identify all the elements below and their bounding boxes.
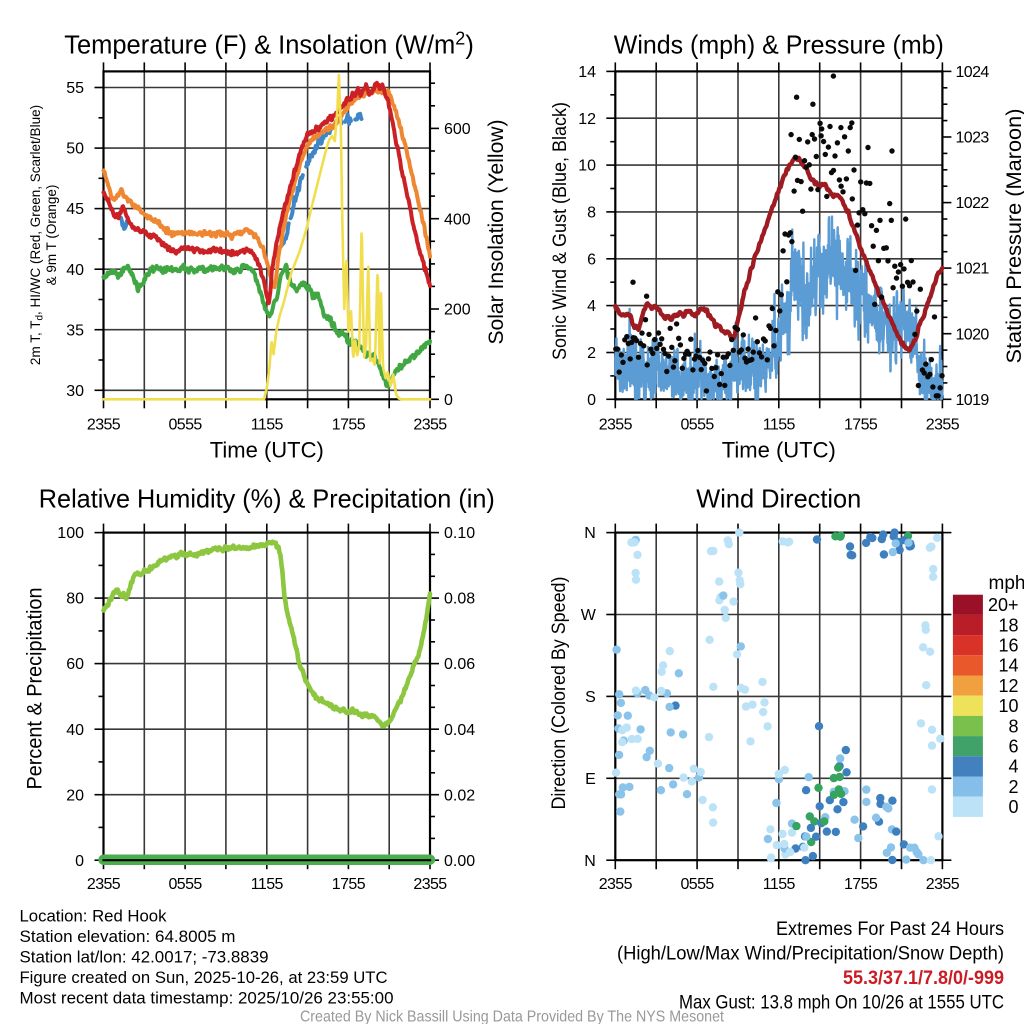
svg-text:6: 6 [587,251,596,268]
svg-text:1019: 1019 [956,392,990,409]
svg-text:2355: 2355 [926,876,960,893]
svg-text:1020: 1020 [956,326,990,343]
svg-text:Relative Humidity (%) & Precip: Relative Humidity (%) & Precipitation (i… [39,483,495,513]
svg-text:Station Pressure (Maroon): Station Pressure (Maroon) [1003,109,1024,364]
svg-text:Max Gust: 13.8 mph On 10/26 at: Max Gust: 13.8 mph On 10/26 at 1555 UTC [679,992,1004,1014]
svg-text:0555: 0555 [680,417,714,434]
svg-text:0: 0 [1008,797,1018,817]
svg-text:Location: Red Hook: Location: Red Hook [20,906,167,925]
svg-text:30: 30 [66,383,84,400]
svg-text:16: 16 [998,636,1018,656]
svg-text:2: 2 [1008,777,1018,797]
svg-text:0.10: 0.10 [444,525,475,542]
svg-text:0: 0 [444,392,453,409]
svg-text:1755: 1755 [844,417,878,434]
svg-text:Winds (mph) & Pressure (mb): Winds (mph) & Pressure (mb) [614,29,944,59]
svg-text:400: 400 [444,211,471,228]
svg-text:12: 12 [578,111,596,128]
svg-text:Direction (Colored By Speed): Direction (Colored By Speed) [548,577,570,810]
svg-text:0555: 0555 [168,417,202,434]
svg-text:2355: 2355 [413,417,447,434]
svg-text:4: 4 [587,298,596,315]
svg-text:Station lat/lon: 42.0017; -73.: Station lat/lon: 42.0017; -73.8839 [20,947,269,966]
svg-text:W: W [581,607,597,624]
svg-text:50: 50 [66,141,84,158]
svg-text:Most recent data timestamp: 20: Most recent data timestamp: 2025/10/26 2… [20,988,394,1007]
svg-text:Created By Nick Bassill Using: Created By Nick Bassill Using Data Provi… [300,1009,724,1024]
svg-text:Wind Direction: Wind Direction [696,483,861,513]
svg-text:1155: 1155 [763,417,796,434]
svg-text:14: 14 [578,64,596,81]
svg-text:2355: 2355 [599,876,633,893]
svg-text:2355: 2355 [413,876,447,893]
svg-text:45: 45 [66,201,84,218]
svg-text:2355: 2355 [87,876,121,893]
svg-text:0.06: 0.06 [444,656,475,673]
svg-text:100: 100 [57,525,84,542]
svg-text:200: 200 [444,302,471,319]
svg-text:6: 6 [1008,737,1018,757]
svg-text:1024: 1024 [956,64,990,81]
svg-text:1155: 1155 [251,876,284,893]
svg-text:Extremes For Past 24 Hours: Extremes For Past 24 Hours [776,918,1004,940]
svg-text:20+: 20+ [988,595,1019,615]
svg-text:18: 18 [998,615,1018,635]
svg-text:Percent & Precipitation: Percent & Precipitation [23,588,47,790]
svg-text:2355: 2355 [87,417,121,434]
svg-text:2355: 2355 [599,417,633,434]
svg-text:20: 20 [66,787,84,804]
svg-text:4: 4 [1008,757,1018,777]
svg-text:0555: 0555 [680,876,714,893]
svg-text:0.02: 0.02 [444,787,475,804]
svg-text:12: 12 [998,676,1018,696]
svg-text:Temperature (F) & Insolation (: Temperature (F) & Insolation (W/m2) [64,28,474,59]
svg-text:0555: 0555 [168,876,202,893]
svg-text:14: 14 [998,656,1018,676]
svg-text:Solar Insolation (Yellow): Solar Insolation (Yellow) [484,120,508,345]
svg-text:N: N [584,525,596,542]
svg-text:S: S [585,689,596,706]
svg-text:(High/Low/Max Wind/Precipitati: (High/Low/Max Wind/Precipitation/Snow De… [617,943,1004,965]
svg-text:1155: 1155 [251,417,284,434]
svg-text:1022: 1022 [956,195,990,212]
svg-text:N: N [584,853,596,870]
svg-text:0: 0 [587,392,596,409]
svg-text:8: 8 [587,205,596,222]
svg-text:2m T, Td, HI/WC (Red, Green, S: 2m T, Td, HI/WC (Red, Green, Scarlet/Blu… [28,105,46,365]
svg-text:10: 10 [578,158,596,175]
svg-text:1023: 1023 [956,130,990,147]
svg-text:8: 8 [1008,716,1018,736]
svg-text:80: 80 [66,591,84,608]
svg-text:Station elevation: 64.8005 m: Station elevation: 64.8005 m [20,927,236,946]
svg-text:55.3/37.1/7.8/0/-999: 55.3/37.1/7.8/0/-999 [843,967,1004,989]
svg-text:0.04: 0.04 [444,722,475,739]
svg-text:1155: 1155 [763,876,796,893]
svg-text:2355: 2355 [926,417,960,434]
svg-text:10: 10 [998,696,1018,716]
svg-text:55: 55 [66,80,84,97]
svg-text:0.08: 0.08 [444,591,475,608]
svg-text:Time (UTC): Time (UTC) [210,438,324,463]
svg-text:0.00: 0.00 [444,853,475,870]
svg-text:Figure created on Sun, 2025-10: Figure created on Sun, 2025-10-26, at 23… [20,968,388,987]
svg-text:60: 60 [66,656,84,673]
svg-text:mph: mph [989,573,1024,594]
svg-text:1755: 1755 [332,417,366,434]
svg-text:1021: 1021 [956,261,990,278]
svg-text:1755: 1755 [844,876,878,893]
svg-text:600: 600 [444,121,471,138]
svg-text:40: 40 [66,262,84,279]
svg-text:E: E [585,771,596,788]
svg-text:Sonic Wind & Gust (Blue, Black: Sonic Wind & Gust (Blue, Black) [549,102,571,360]
svg-text:1755: 1755 [332,876,366,893]
svg-text:35: 35 [66,322,84,339]
svg-text:Time (UTC): Time (UTC) [722,438,836,463]
svg-text:0: 0 [75,853,84,870]
svg-text:2: 2 [587,345,596,362]
svg-text:& 9m T (Orange): & 9m T (Orange) [44,185,59,286]
svg-text:40: 40 [66,722,84,739]
